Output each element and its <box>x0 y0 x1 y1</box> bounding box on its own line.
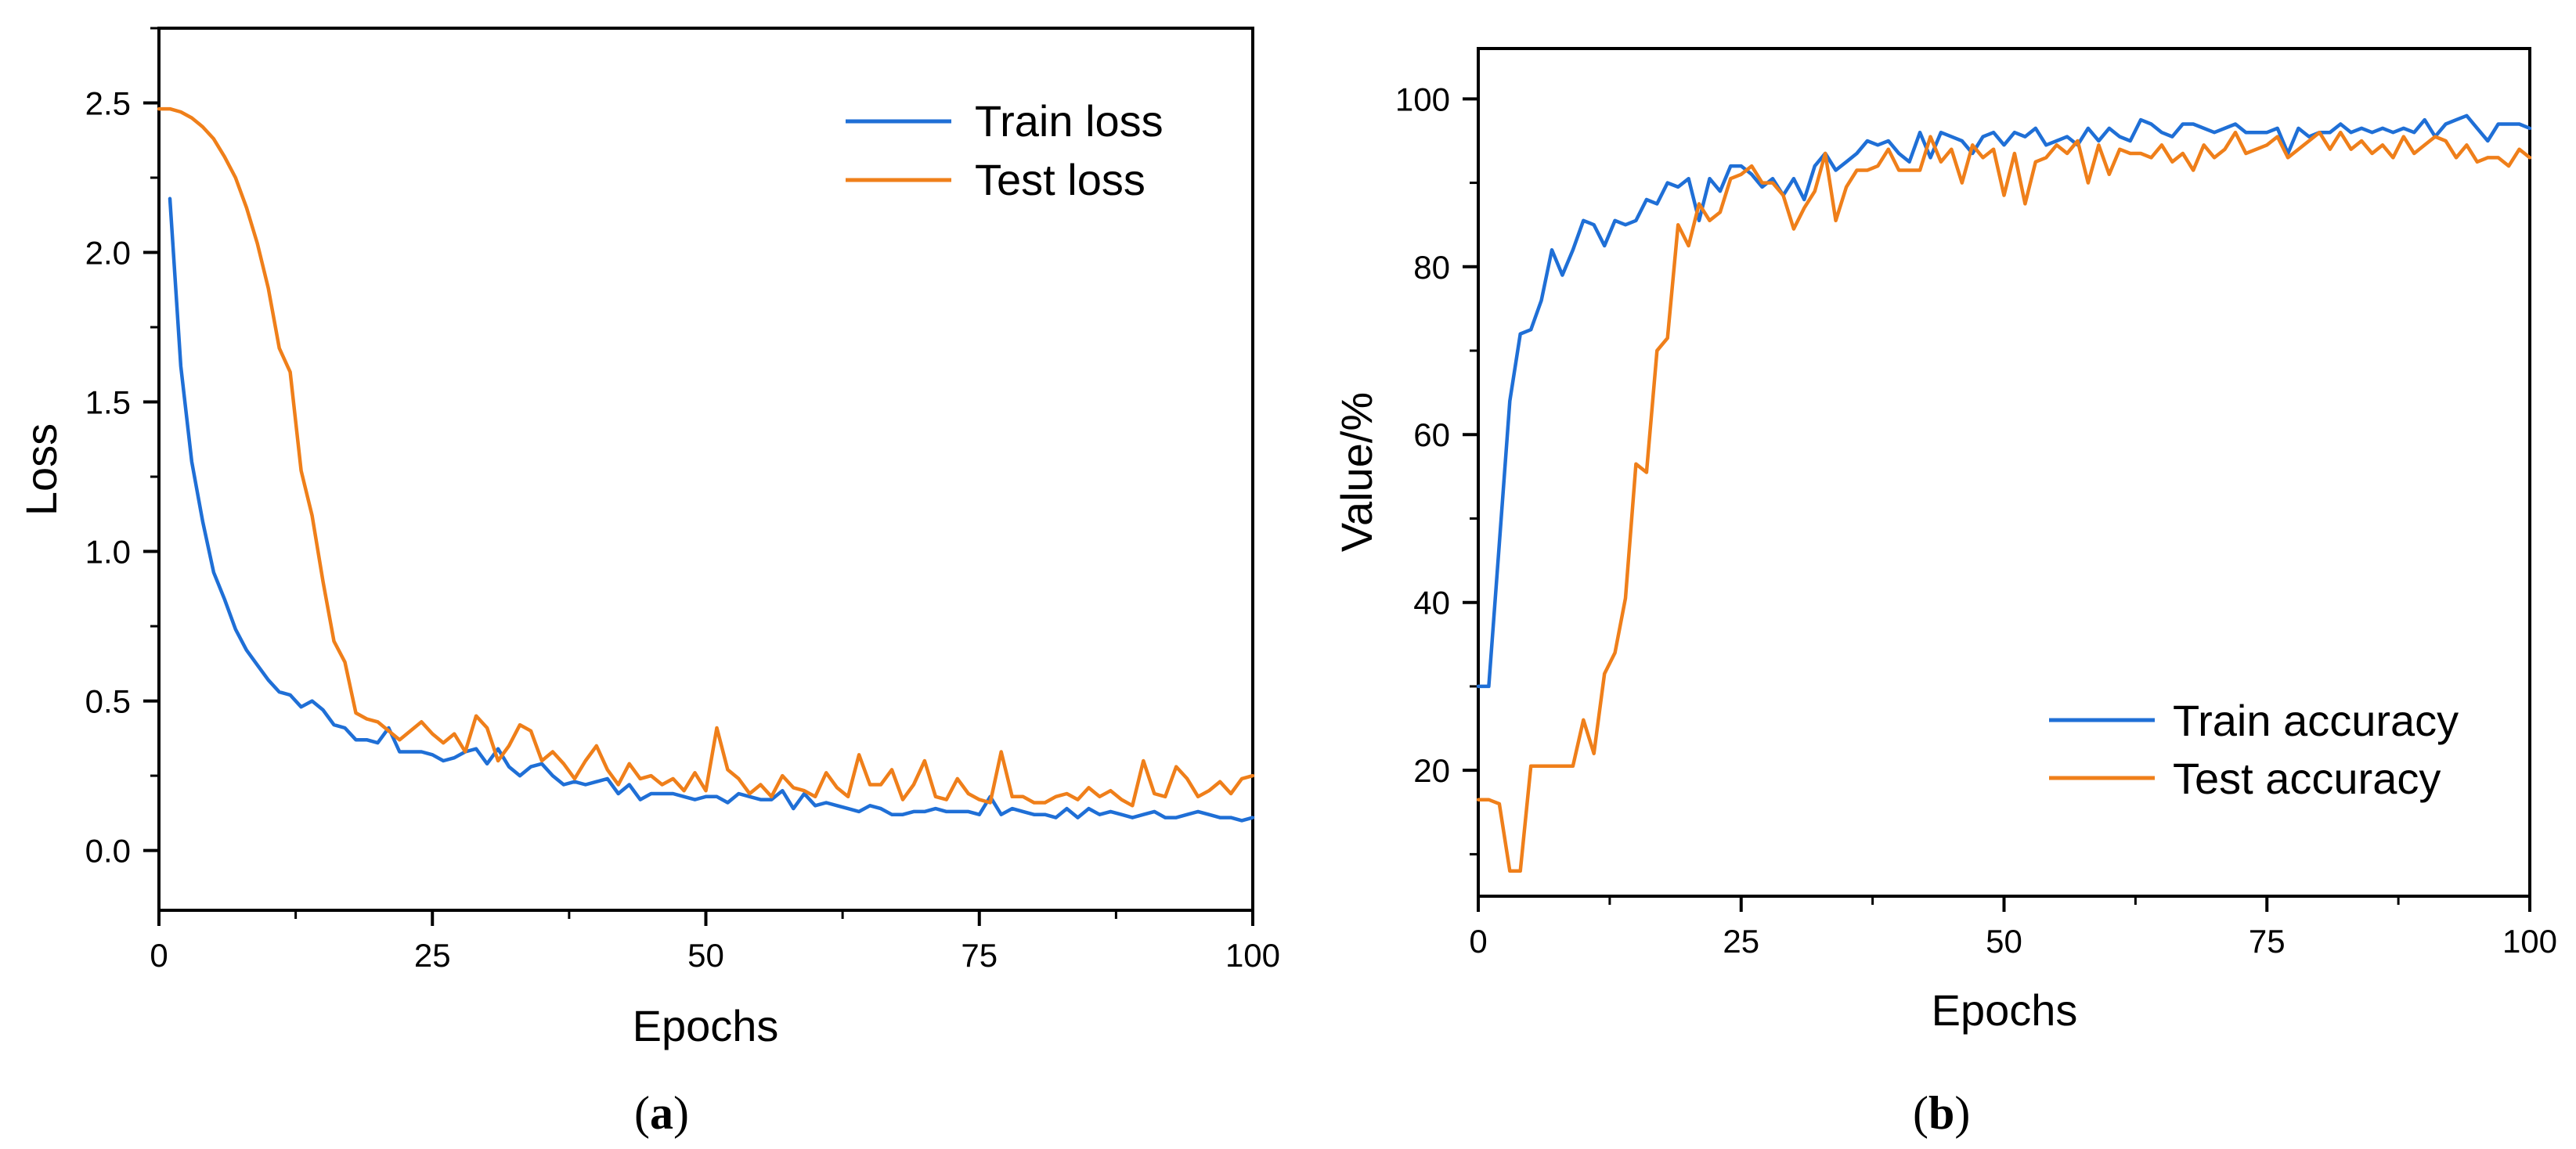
y-axis-title: Value/% <box>1332 392 1381 552</box>
y-tick-label: 0.0 <box>85 833 131 870</box>
legend-label-train-accuracy: Train accuracy <box>2173 696 2459 745</box>
x-tick-label: 0 <box>1469 923 1487 960</box>
y-tick-label: 40 <box>1413 585 1450 621</box>
legend-label-test-accuracy: Test accuracy <box>2173 754 2441 803</box>
minor-ticks <box>150 27 1117 919</box>
panel-label-b: (b) <box>1913 1087 1970 1139</box>
y-tick-labels: 20 40 60 80 100 <box>1395 81 1450 789</box>
legend: Train loss Test loss <box>846 96 1164 204</box>
legend: Train accuracy Test accuracy <box>2049 696 2459 803</box>
x-tick-label: 75 <box>961 937 998 974</box>
minor-ticks <box>1470 182 2400 905</box>
y-tick-label: 60 <box>1413 416 1450 453</box>
x-tick-label: 100 <box>2502 923 2557 960</box>
x-tick-labels: 0 25 50 75 100 <box>1469 923 2557 960</box>
x-tick-labels: 0 25 50 75 100 <box>150 937 1280 974</box>
x-tick-label: 25 <box>414 937 451 974</box>
x-tick-label: 50 <box>687 937 724 974</box>
y-tick-label: 1.0 <box>85 534 131 571</box>
y-tick-label: 100 <box>1395 81 1450 117</box>
y-tick-label: 0.5 <box>85 683 131 720</box>
major-ticks <box>1463 97 2531 912</box>
y-tick-labels: 0.0 0.5 1.0 1.5 2.0 2.5 <box>85 85 131 870</box>
series-line-train-loss <box>168 196 1255 823</box>
y-tick-label: 80 <box>1413 249 1450 286</box>
x-tick-label: 75 <box>2249 923 2286 960</box>
loss-chart-panel: 0 25 50 75 100 0.0 0.5 1.0 1.5 2.0 2.5 Epochs Los… <box>16 27 1280 1139</box>
panel-letter-b: b <box>1928 1087 1954 1139</box>
y-tick-label: 1.5 <box>85 384 131 421</box>
y-tick-label: 2.0 <box>85 235 131 272</box>
series-line-train-accuracy <box>1476 113 2532 689</box>
x-tick-label: 25 <box>1723 923 1759 960</box>
major-ticks <box>143 101 1254 926</box>
series-lines <box>1476 113 2532 873</box>
x-tick-label: 100 <box>1225 937 1280 974</box>
legend-label-train-loss: Train loss <box>975 96 1164 146</box>
x-tick-label: 50 <box>1986 923 2022 960</box>
y-axis-title: Loss <box>16 423 66 516</box>
series-line-test-accuracy <box>1476 130 2532 873</box>
panel-label-a: (a) <box>634 1087 689 1139</box>
legend-label-test-loss: Test loss <box>975 155 1145 204</box>
x-axis-title: Epochs <box>1932 985 2078 1035</box>
y-tick-label: 20 <box>1413 752 1450 789</box>
series-line-test-loss <box>157 106 1255 808</box>
y-tick-label: 2.5 <box>85 85 131 122</box>
accuracy-chart-panel: 0 25 50 75 100 20 40 60 80 100 Epochs Value/% Tr… <box>1332 47 2557 1139</box>
x-tick-label: 0 <box>150 937 168 974</box>
series-lines <box>157 106 1255 823</box>
x-axis-title: Epochs <box>633 1001 779 1050</box>
panel-letter-a: a <box>650 1087 673 1139</box>
